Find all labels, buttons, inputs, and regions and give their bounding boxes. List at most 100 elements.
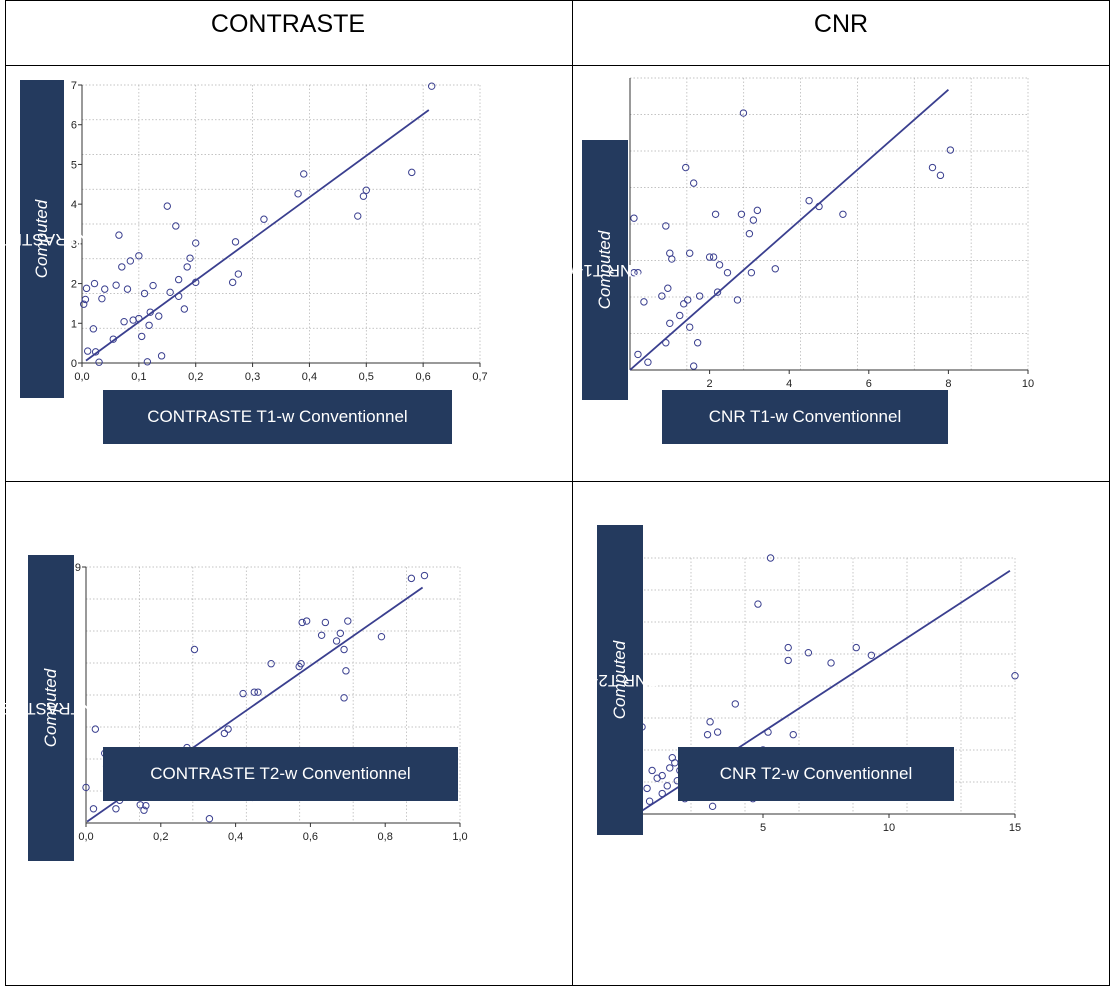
- data-point: [705, 253, 714, 261]
- data-point: [224, 725, 232, 733]
- data-point: [867, 651, 876, 659]
- x-tick-label: 4: [786, 378, 792, 390]
- data-point: [784, 656, 792, 665]
- data-point: [739, 109, 748, 117]
- x-tick-label: 8: [945, 378, 951, 390]
- data-point: [149, 281, 157, 290]
- data-point: [634, 350, 642, 359]
- scatter-contraste-t1: 0,0 0,1 0,2 0,3 0,4 0,5 0,6 0,7 0 1 2 3 4 5 6 7: [71, 80, 488, 383]
- header-contraste: CONTRASTE: [210, 10, 366, 38]
- data-point: [80, 300, 88, 308]
- data-point: [420, 571, 429, 580]
- data-point: [180, 305, 189, 313]
- data-point: [703, 730, 712, 739]
- data-point: [662, 222, 670, 230]
- scatter-cnr-t2: 051015: [633, 554, 1021, 834]
- x-tick-label: 0,6: [415, 371, 430, 383]
- data-point: [689, 362, 698, 370]
- data-point: [709, 253, 718, 261]
- x-tick-label: 0,5: [359, 371, 374, 383]
- x-tick-label: 0,4: [228, 831, 243, 843]
- regression-line: [629, 89, 949, 371]
- x-axis-label-cnr-t2: CNR T2-w Conventionnel: [678, 747, 954, 801]
- data-point: [260, 215, 268, 223]
- data-point: [155, 312, 163, 320]
- data-point: [82, 284, 91, 293]
- data-point: [297, 660, 305, 668]
- x-tick-label: 1,0: [452, 831, 467, 843]
- data-point: [686, 323, 694, 331]
- plot-area-cnr-t1: [630, 78, 1028, 370]
- data-point: [298, 618, 306, 627]
- data-point: [157, 352, 166, 360]
- row-divider: [6, 481, 1109, 482]
- data-point: [342, 667, 350, 675]
- data-point: [715, 261, 724, 269]
- data-point: [766, 554, 775, 562]
- header-cnr: CNR: [813, 10, 869, 38]
- data-point: [98, 294, 106, 303]
- data-point: [344, 617, 352, 625]
- x-tick-label: 0,8: [378, 831, 393, 843]
- data-point: [109, 335, 117, 343]
- data-point: [172, 222, 180, 230]
- data-point: [362, 186, 370, 194]
- data-point: [1011, 672, 1019, 680]
- data-point: [340, 645, 348, 654]
- data-point: [91, 725, 100, 733]
- data-point: [706, 718, 714, 726]
- data-point: [686, 249, 694, 257]
- data-point: [332, 637, 341, 645]
- data-point: [634, 268, 642, 277]
- data-point: [666, 319, 674, 327]
- y-tick-label: 1: [71, 318, 77, 330]
- data-point: [140, 806, 148, 814]
- data-point: [89, 325, 98, 333]
- data-point: [359, 192, 368, 200]
- data-point: [640, 298, 648, 306]
- y-tick-label: 4: [71, 199, 77, 211]
- data-point: [644, 358, 652, 366]
- y-tick-label: 2: [71, 279, 77, 291]
- data-point: [936, 171, 945, 180]
- data-point: [126, 257, 135, 265]
- data-point: [713, 728, 722, 736]
- data-point: [733, 296, 742, 304]
- x-tick-label: 10: [883, 822, 895, 834]
- figure-table: [5, 0, 1110, 986]
- data-point: [228, 278, 237, 287]
- x-tick-label: 0,0: [78, 831, 93, 843]
- data-point: [689, 179, 698, 187]
- data-point: [789, 730, 797, 739]
- data-point: [83, 347, 92, 355]
- data-point: [163, 202, 171, 210]
- data-point: [630, 214, 638, 222]
- data-point: [693, 339, 702, 347]
- data-point: [220, 729, 229, 738]
- data-point: [267, 660, 275, 668]
- data-point: [713, 288, 722, 296]
- data-point: [101, 285, 109, 293]
- data-point: [695, 292, 704, 300]
- y-axis-label-cnr-t1: CNR T1-w Computed: [565, 140, 645, 400]
- data-point: [190, 645, 199, 654]
- data-point: [643, 784, 651, 793]
- data-point: [723, 268, 732, 277]
- header-divider: [6, 65, 1109, 66]
- data-point: [239, 689, 247, 698]
- data-point: [234, 270, 243, 278]
- data-point: [250, 688, 259, 696]
- data-point: [174, 292, 183, 300]
- scatter-cnr-t1: 2 4 6 8 10: [629, 77, 1034, 390]
- data-point: [764, 728, 772, 736]
- x-tick-label: 5: [760, 822, 766, 834]
- data-point: [136, 801, 144, 809]
- data-point: [340, 694, 348, 702]
- y-tick-label: 7: [71, 80, 77, 92]
- data-point: [676, 311, 684, 320]
- data-point: [946, 146, 955, 154]
- y-tick-label: 3: [71, 239, 77, 251]
- data-point: [662, 339, 670, 347]
- data-point: [183, 263, 191, 271]
- data-point: [827, 659, 835, 667]
